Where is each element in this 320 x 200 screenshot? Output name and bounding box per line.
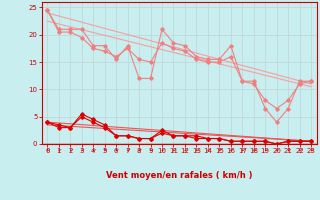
X-axis label: Vent moyen/en rafales ( km/h ): Vent moyen/en rafales ( km/h )	[106, 171, 252, 180]
